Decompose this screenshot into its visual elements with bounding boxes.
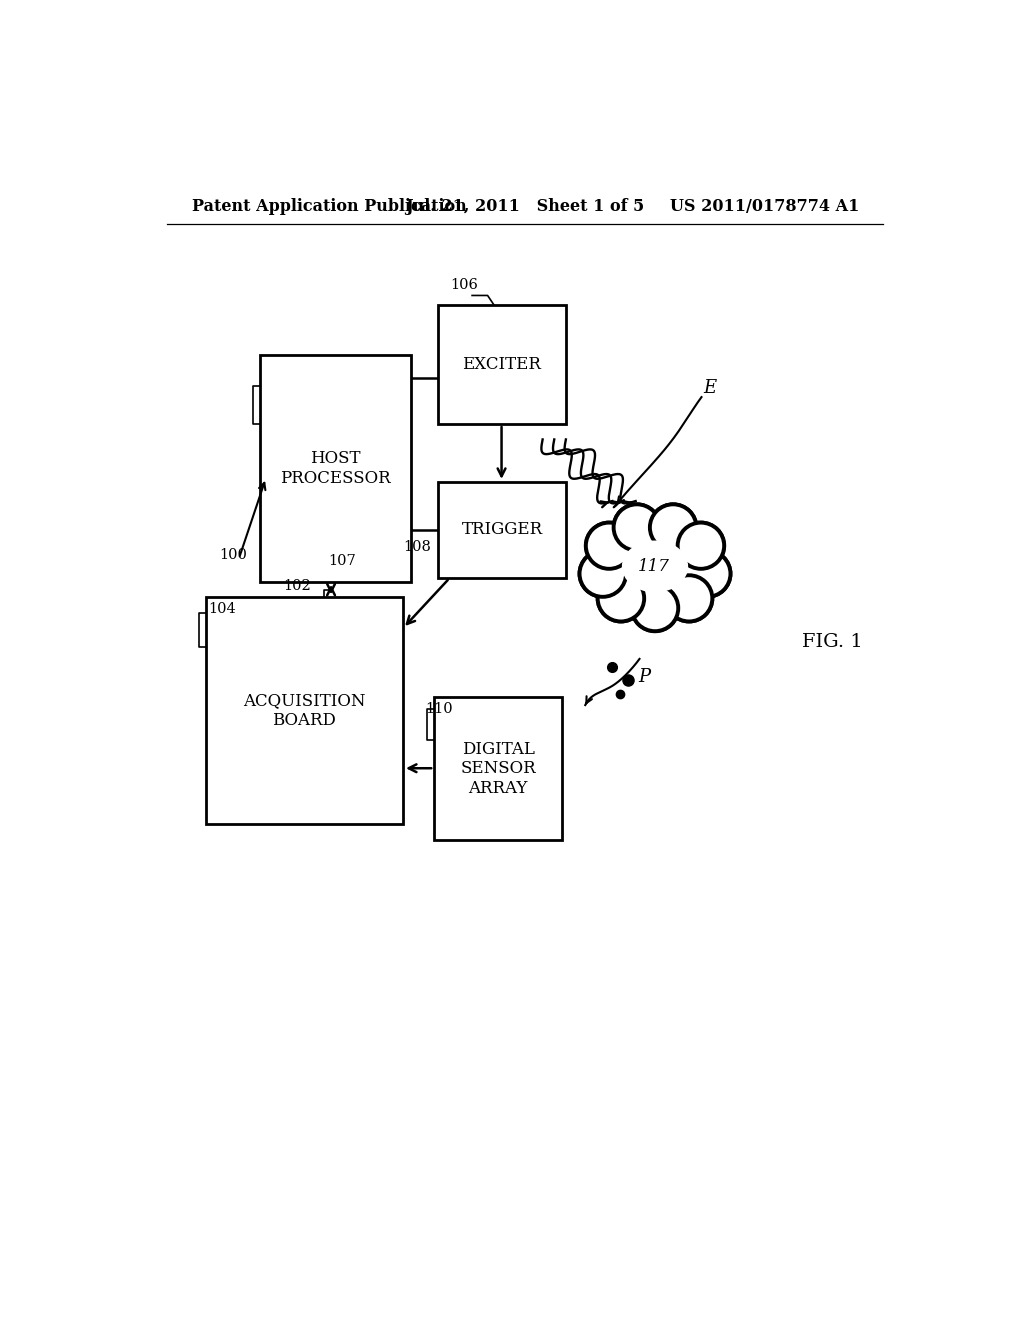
Text: ACQUISITION
BOARD: ACQUISITION BOARD <box>243 693 366 729</box>
Ellipse shape <box>622 540 688 593</box>
Text: P: P <box>638 668 650 686</box>
Circle shape <box>632 585 678 631</box>
Ellipse shape <box>614 535 695 598</box>
Circle shape <box>580 550 626 597</box>
Text: US 2011/0178774 A1: US 2011/0178774 A1 <box>671 198 860 215</box>
Circle shape <box>684 550 730 597</box>
Text: HOST
PROCESSOR: HOST PROCESSOR <box>280 450 390 487</box>
Circle shape <box>650 504 696 550</box>
Circle shape <box>632 585 678 631</box>
Text: Jul. 21, 2011   Sheet 1 of 5: Jul. 21, 2011 Sheet 1 of 5 <box>406 198 645 215</box>
Text: 108: 108 <box>403 540 431 554</box>
Text: 110: 110 <box>425 702 453 715</box>
Circle shape <box>613 504 660 550</box>
Text: TRIGGER: TRIGGER <box>462 521 543 539</box>
Text: E: E <box>703 379 716 397</box>
Circle shape <box>613 504 660 550</box>
Bar <box>206 597 403 825</box>
Text: 106: 106 <box>451 279 478 292</box>
Circle shape <box>666 576 713 622</box>
Text: FIG. 1: FIG. 1 <box>802 634 863 651</box>
Text: Patent Application Publication: Patent Application Publication <box>193 198 467 215</box>
Text: 107: 107 <box>328 554 355 568</box>
Text: DIGITAL
SENSOR
ARRAY: DIGITAL SENSOR ARRAY <box>460 741 536 797</box>
Circle shape <box>586 523 633 569</box>
Text: EXCITER: EXCITER <box>463 356 542 372</box>
Circle shape <box>580 550 626 597</box>
Bar <box>434 697 562 840</box>
Bar <box>438 482 566 578</box>
Bar <box>438 305 566 424</box>
Circle shape <box>666 576 713 622</box>
Circle shape <box>598 576 644 622</box>
Circle shape <box>586 523 633 569</box>
Circle shape <box>678 523 724 569</box>
Bar <box>260 355 411 582</box>
Circle shape <box>650 504 696 550</box>
Text: 100: 100 <box>219 548 248 562</box>
Circle shape <box>684 550 730 597</box>
Circle shape <box>598 576 644 622</box>
Text: 104: 104 <box>208 602 236 615</box>
Circle shape <box>678 523 724 569</box>
Text: 102: 102 <box>283 578 310 593</box>
Text: 117: 117 <box>638 558 670 576</box>
